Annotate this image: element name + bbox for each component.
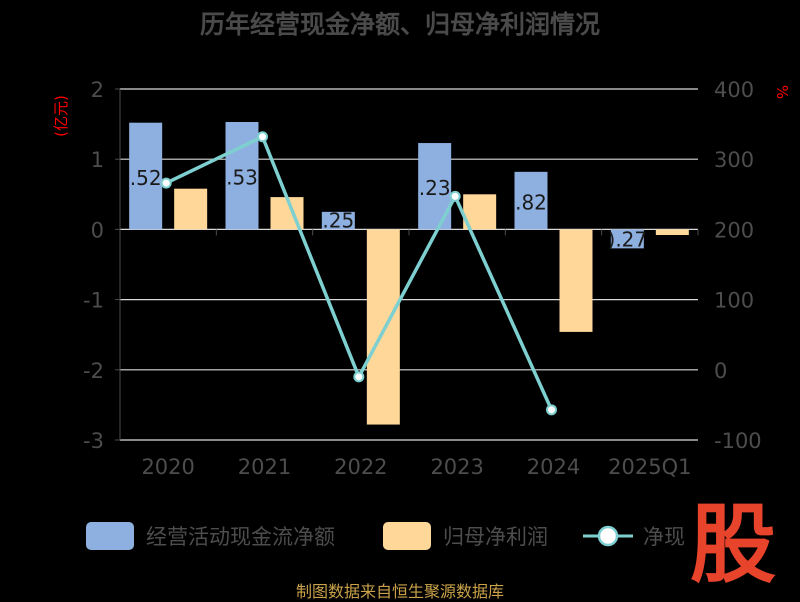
bar-data-label: .52 <box>130 166 162 190</box>
x-tick-label: 2025Q1 <box>608 455 691 479</box>
y-left-tick-label: 1 <box>91 148 104 172</box>
line-point <box>160 177 172 189</box>
legend: 经营活动现金流净额 归母净利润 净现 <box>86 522 685 550</box>
bar-data-label: .82 <box>515 191 547 215</box>
y-left-tick-label: -1 <box>83 289 104 313</box>
x-tick-label: 2024 <box>527 455 580 479</box>
y-right-tick-label: 200 <box>714 218 754 242</box>
axis-layer: 2 1 0 -1 -2 -3 400 300 200 100 0 -100 (亿元)% 2020 2021 2… <box>52 78 791 479</box>
line-point <box>449 190 461 202</box>
y-right-axis-label: % <box>773 85 791 99</box>
line-point <box>257 131 268 143</box>
bar-net-profit <box>655 229 689 236</box>
y-left-tick-label: -3 <box>83 429 104 453</box>
line-layer <box>160 131 557 416</box>
x-tick-label: 2022 <box>334 455 387 479</box>
bar-cash-flow <box>321 211 355 230</box>
bars-layer: .52 .53 .25 .23 .82 ).27 <box>129 121 689 425</box>
source-note: 制图数据来自恒生聚源数据库 <box>295 582 504 601</box>
legend-swatch-cash-flow <box>86 522 134 550</box>
brand-logo: 股 <box>690 495 776 595</box>
y-right-tick-label: 400 <box>714 78 754 102</box>
y-right-tick-label: 300 <box>714 148 754 172</box>
legend-label-line: 净现 <box>643 525 685 549</box>
bar-data-label: .25 <box>322 208 354 232</box>
y-left-tick-label: 2 <box>91 78 104 102</box>
line-series <box>165 134 554 411</box>
x-tick-label: 2023 <box>430 455 483 479</box>
y-right-tick-label: -100 <box>714 429 762 453</box>
bar-data-label: ).27 <box>608 227 648 251</box>
bar-data-label: .53 <box>226 166 258 190</box>
line-point <box>546 404 557 416</box>
legend-label-net-profit: 归母净利润 <box>443 525 548 549</box>
legend-swatch-line-marker <box>597 525 619 547</box>
y-left-tick-label: -2 <box>83 359 104 383</box>
bar-cash-flow <box>514 171 548 230</box>
grid-layer <box>120 88 698 441</box>
bar-data-label: .23 <box>419 176 451 200</box>
bar-net-profit <box>174 188 208 230</box>
line-point <box>353 371 365 383</box>
x-tick-label: 2020 <box>141 455 194 479</box>
legend-label-cash-flow: 经营活动现金流净额 <box>146 525 335 549</box>
bar-net-profit <box>559 229 593 332</box>
bar-cash-flow <box>610 229 644 249</box>
y-left-axis-label: (亿元) <box>52 95 70 137</box>
y-left-tick-label: 0 <box>91 218 104 242</box>
y-right-tick-label: 0 <box>714 359 727 383</box>
bar-net-profit <box>366 229 400 425</box>
legend-swatch-net-profit <box>383 522 431 550</box>
y-right-tick-label: 100 <box>714 289 754 313</box>
bar-cash-flow <box>129 122 163 230</box>
chart-title: 历年经营现金净额、归母净利润情况 <box>200 10 600 39</box>
x-tick-label: 2021 <box>238 455 291 479</box>
